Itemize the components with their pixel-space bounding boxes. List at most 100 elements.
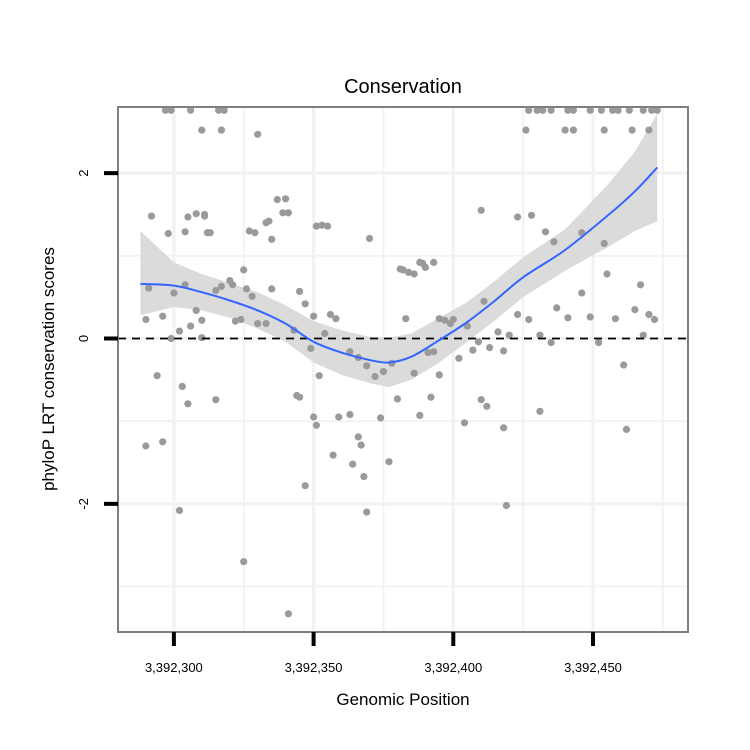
- data-point: [505, 331, 513, 339]
- data-point: [312, 222, 320, 230]
- data-point: [410, 270, 418, 278]
- data-point: [564, 106, 572, 114]
- data-point: [620, 361, 628, 369]
- data-point: [486, 344, 494, 352]
- data-point: [237, 315, 245, 324]
- data-point: [192, 210, 200, 218]
- data-point: [153, 372, 161, 380]
- data-point: [145, 284, 153, 292]
- data-point: [430, 258, 438, 266]
- data-point: [547, 339, 555, 347]
- data-point: [553, 304, 561, 312]
- data-point: [628, 126, 636, 134]
- data-point: [427, 393, 435, 401]
- data-point: [321, 329, 329, 338]
- data-point: [284, 209, 292, 217]
- data-point: [212, 286, 220, 295]
- data-point: [312, 421, 320, 429]
- data-point: [533, 106, 541, 114]
- data-point: [561, 126, 569, 134]
- data-point: [514, 310, 522, 319]
- data-point: [217, 126, 225, 134]
- data-point: [586, 313, 594, 321]
- data-point: [329, 451, 337, 459]
- data-point: [192, 306, 200, 314]
- data-point: [240, 558, 248, 566]
- data-point: [455, 354, 463, 362]
- data-point: [639, 331, 647, 339]
- data-point: [170, 289, 178, 297]
- data-point: [324, 222, 332, 230]
- data-point: [229, 281, 237, 289]
- data-point: [547, 106, 555, 114]
- x-axis: 3,392,300 3,392,350 3,392,400 3,392,450: [145, 632, 622, 675]
- data-point: [595, 339, 603, 347]
- data-point: [147, 212, 156, 220]
- data-point: [318, 221, 326, 229]
- data-point: [245, 227, 253, 235]
- data-point: [405, 268, 413, 276]
- data-point: [326, 310, 334, 319]
- data-point: [502, 501, 510, 510]
- data-point: [265, 217, 273, 225]
- data-point: [307, 344, 315, 352]
- data-point: [175, 506, 184, 515]
- data-point: [240, 266, 248, 274]
- data-point: [539, 106, 547, 114]
- data-point: [254, 130, 262, 138]
- data-point: [178, 382, 186, 390]
- data-point: [310, 312, 318, 320]
- data-point: [469, 346, 477, 354]
- data-point: [569, 126, 578, 134]
- data-point: [184, 213, 192, 221]
- data-point: [159, 312, 167, 320]
- y-tick-label: -2: [76, 498, 91, 510]
- data-point: [279, 209, 287, 217]
- data-point: [393, 395, 401, 403]
- data-point: [254, 320, 262, 328]
- data-point: [416, 411, 424, 419]
- data-point: [424, 349, 432, 357]
- data-point: [187, 106, 195, 114]
- data-point: [346, 348, 354, 356]
- data-point: [614, 106, 622, 114]
- data-point: [365, 234, 374, 243]
- data-point: [310, 413, 318, 421]
- data-point: [220, 106, 228, 114]
- data-point: [435, 315, 443, 323]
- data-point: [611, 315, 620, 323]
- data-point: [536, 407, 544, 415]
- data-point: [268, 285, 276, 293]
- data-point: [474, 338, 482, 346]
- x-axis-title: Genomic Position: [336, 690, 469, 709]
- data-point: [500, 347, 508, 355]
- data-point: [315, 372, 323, 380]
- grid-lines: [118, 107, 688, 632]
- data-point: [650, 315, 659, 324]
- data-point: [603, 270, 611, 278]
- data-point: [421, 263, 429, 271]
- data-point: [212, 396, 220, 404]
- data-point: [251, 229, 259, 237]
- data-point: [187, 322, 195, 330]
- data-point: [460, 419, 469, 427]
- data-point: [215, 106, 223, 114]
- data-point: [242, 285, 251, 293]
- data-point: [550, 238, 558, 246]
- data-point: [494, 328, 502, 336]
- data-point: [296, 393, 304, 401]
- data-point: [301, 300, 309, 308]
- data-point: [514, 213, 522, 221]
- data-point: [636, 281, 645, 289]
- data-point: [354, 433, 362, 441]
- data-point: [645, 310, 653, 319]
- data-point: [161, 106, 170, 114]
- data-point: [597, 106, 606, 114]
- data-point: [477, 396, 485, 404]
- data-point: [167, 334, 175, 343]
- data-point: [525, 315, 533, 324]
- data-point: [377, 414, 385, 422]
- x-tick-label: 3,392,300: [145, 660, 203, 675]
- data-point: [357, 441, 365, 449]
